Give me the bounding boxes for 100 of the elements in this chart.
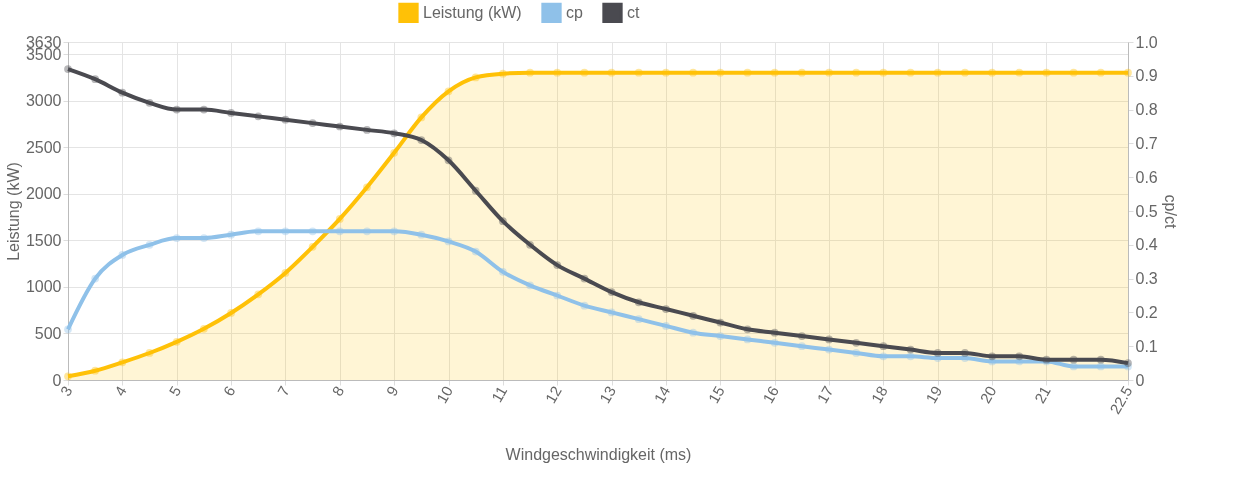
point bbox=[662, 322, 670, 330]
point bbox=[1015, 352, 1024, 361]
point bbox=[254, 227, 263, 236]
y2-tick-label: 0.6 bbox=[1135, 168, 1158, 186]
x-tick-label: 10 bbox=[432, 383, 456, 406]
point bbox=[580, 274, 589, 283]
point bbox=[91, 75, 100, 84]
point bbox=[662, 305, 670, 313]
y-tick-label: 1000 bbox=[25, 278, 62, 296]
point bbox=[91, 366, 100, 375]
y-tick-label: 2500 bbox=[25, 138, 62, 156]
point bbox=[145, 240, 154, 249]
x-tick-label: 6 bbox=[219, 383, 239, 399]
point bbox=[308, 242, 317, 251]
point bbox=[281, 115, 290, 124]
point bbox=[770, 338, 779, 347]
point bbox=[444, 156, 453, 165]
point bbox=[526, 68, 534, 77]
point bbox=[580, 301, 589, 310]
legend-label: Leistung (kW) bbox=[423, 3, 522, 21]
point bbox=[689, 328, 697, 337]
point bbox=[499, 217, 507, 226]
point bbox=[200, 105, 208, 114]
point bbox=[797, 342, 806, 351]
point bbox=[1069, 355, 1078, 364]
point bbox=[91, 274, 100, 283]
point bbox=[281, 269, 290, 277]
point bbox=[444, 237, 453, 246]
point bbox=[363, 227, 371, 236]
point bbox=[743, 335, 752, 344]
point bbox=[390, 148, 399, 157]
point bbox=[634, 68, 643, 77]
y2-tick-label: 1.0 bbox=[1135, 33, 1158, 51]
point bbox=[200, 234, 208, 242]
point bbox=[444, 87, 453, 96]
point bbox=[254, 112, 263, 121]
point bbox=[988, 352, 996, 361]
point bbox=[553, 68, 562, 77]
point bbox=[852, 68, 861, 77]
y2-tick-label: 0.9 bbox=[1135, 67, 1158, 85]
point bbox=[906, 352, 915, 361]
point bbox=[607, 68, 616, 77]
y2-tick-label: 0.3 bbox=[1135, 270, 1158, 288]
point bbox=[118, 251, 127, 259]
point bbox=[1096, 68, 1105, 77]
point bbox=[172, 234, 181, 242]
y-tick-label: 2000 bbox=[25, 185, 62, 203]
point bbox=[961, 349, 969, 357]
point bbox=[879, 352, 888, 361]
x-tick-label: 17 bbox=[813, 383, 837, 406]
point bbox=[227, 309, 235, 317]
x-tick-label: 21 bbox=[1030, 383, 1054, 406]
x-tick-label: 13 bbox=[595, 383, 620, 406]
point bbox=[254, 290, 263, 299]
point bbox=[1042, 68, 1051, 77]
point bbox=[825, 345, 833, 354]
point bbox=[172, 105, 181, 114]
point bbox=[390, 227, 399, 236]
y-tick-label: 3000 bbox=[25, 92, 62, 110]
point bbox=[743, 325, 752, 334]
x-tick-label: 14 bbox=[650, 383, 674, 406]
point bbox=[526, 240, 534, 249]
point bbox=[988, 68, 996, 77]
point bbox=[553, 291, 562, 300]
x-tick-label: 15 bbox=[704, 383, 728, 406]
point bbox=[607, 308, 616, 317]
point bbox=[797, 68, 806, 77]
point bbox=[553, 261, 562, 269]
x-axis-title: Windgeschwindigkeit (ms) bbox=[505, 445, 692, 463]
point bbox=[933, 68, 942, 77]
y-tick-label: 500 bbox=[34, 324, 62, 342]
point bbox=[1069, 68, 1078, 77]
point bbox=[145, 98, 154, 107]
point bbox=[335, 227, 344, 236]
y2-axis-title: cp/ct bbox=[1161, 194, 1179, 229]
x-tick-label: 9 bbox=[382, 383, 402, 399]
point bbox=[825, 68, 833, 77]
point bbox=[906, 345, 915, 354]
point bbox=[825, 335, 833, 344]
x-tick-label: 18 bbox=[867, 383, 891, 406]
point bbox=[363, 126, 371, 134]
point bbox=[1015, 68, 1024, 77]
point bbox=[634, 298, 643, 307]
point bbox=[417, 230, 426, 239]
point bbox=[281, 227, 290, 236]
y2-tick-label: 0.4 bbox=[1135, 236, 1158, 254]
point bbox=[580, 68, 589, 77]
y2-tick-label: 0.7 bbox=[1135, 134, 1158, 152]
x-tick-label: 12 bbox=[541, 383, 565, 406]
point bbox=[227, 230, 235, 239]
y2-tick-label: 0.2 bbox=[1135, 303, 1158, 321]
point bbox=[200, 324, 208, 333]
point bbox=[716, 318, 725, 327]
point bbox=[417, 136, 426, 144]
point bbox=[1124, 68, 1132, 77]
point bbox=[64, 325, 72, 334]
point bbox=[335, 215, 344, 223]
point bbox=[689, 311, 697, 320]
point bbox=[471, 186, 480, 195]
y-tick-label: 0 bbox=[52, 371, 62, 389]
